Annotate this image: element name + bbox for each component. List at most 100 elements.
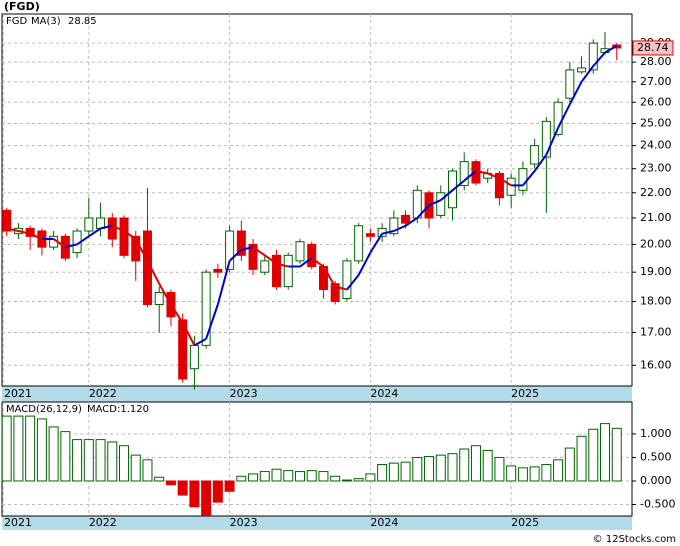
bar — [130, 454, 141, 482]
ma-line — [111, 224, 125, 232]
bar — [611, 427, 622, 482]
candle-body — [131, 235, 141, 262]
x-axis-band — [2, 516, 632, 530]
ma-line — [193, 337, 207, 347]
candle-body — [295, 241, 305, 262]
bar — [447, 453, 458, 482]
candle-body — [84, 217, 94, 232]
plot-frame — [1, 13, 633, 387]
candle-body — [213, 268, 223, 273]
ma-line — [545, 127, 560, 156]
y-tick-label: 22.00 — [640, 186, 672, 199]
candle-body — [201, 271, 211, 346]
bar — [294, 471, 305, 482]
bar — [470, 445, 481, 482]
bar — [119, 445, 130, 482]
candle-body — [577, 67, 587, 73]
candle-body — [459, 161, 469, 186]
ma-line — [381, 230, 395, 235]
bar — [353, 478, 364, 482]
ma-line — [299, 257, 313, 268]
ma-line — [416, 204, 430, 219]
ma-line — [216, 260, 231, 305]
bar — [306, 470, 317, 482]
y-tick-label: 0.500 — [640, 450, 672, 463]
x-tick-label: 2024 — [370, 387, 398, 400]
chart-title: (FGD) — [4, 0, 40, 13]
candle-body — [389, 217, 399, 235]
candle-body — [307, 243, 317, 268]
bar — [224, 480, 235, 492]
ma-line — [18, 230, 31, 235]
watermark: © 12Stocks.com — [593, 534, 676, 545]
legend-label: FGD — [6, 16, 28, 27]
ma-line — [76, 235, 90, 246]
y-tick-label: 20.00 — [640, 237, 672, 250]
bar — [435, 454, 446, 482]
candle-body — [518, 168, 528, 191]
bar — [506, 465, 517, 482]
ma-line — [557, 103, 571, 129]
bar — [330, 475, 341, 482]
bar — [259, 471, 270, 482]
bar — [283, 470, 294, 482]
bar — [459, 448, 470, 482]
candle-body — [119, 217, 129, 256]
bar — [365, 473, 376, 482]
bar — [201, 480, 212, 516]
candle-body — [330, 283, 340, 302]
y-tick-label: 28.00 — [640, 55, 672, 68]
ma-line — [264, 254, 278, 265]
candle-body — [107, 217, 117, 240]
candle-body — [530, 145, 540, 165]
bar — [177, 480, 188, 496]
ma-line — [311, 257, 325, 268]
bar — [576, 435, 587, 482]
x-tick-label: 2021 — [4, 516, 32, 529]
y-tick-label: 1.000 — [640, 427, 672, 440]
y-tick-label: 24.00 — [640, 139, 672, 152]
candle-body — [436, 192, 446, 216]
ma-line — [592, 51, 606, 67]
y-tick-label: 26.00 — [640, 95, 672, 108]
ma-line — [276, 262, 289, 268]
candle-body — [154, 292, 164, 305]
candle-body — [272, 254, 282, 288]
x-tick-label: 2021 — [4, 387, 32, 400]
bar — [494, 456, 505, 482]
bar — [13, 415, 24, 482]
candle-body — [178, 319, 188, 380]
candle-body — [401, 214, 411, 224]
ma-line — [428, 199, 442, 207]
bar — [412, 456, 423, 482]
bar — [142, 459, 153, 482]
y-tick-label: 17.00 — [640, 325, 672, 338]
candle-body — [283, 254, 293, 288]
bar — [517, 467, 528, 482]
bar — [600, 423, 611, 482]
y-tick-label: 0.000 — [640, 474, 672, 487]
ma-line — [170, 303, 184, 324]
ma-line — [405, 217, 418, 227]
candle-body — [365, 233, 375, 237]
bar — [318, 471, 329, 482]
ma-line — [369, 233, 383, 254]
candle-body — [506, 177, 516, 196]
ma-line — [123, 230, 137, 240]
candle-body — [494, 172, 504, 199]
bar — [236, 475, 247, 482]
ma-line — [134, 238, 149, 262]
ma-line — [252, 246, 266, 257]
ma-line — [241, 246, 254, 251]
y-tick-label: 21.00 — [640, 211, 672, 224]
bar — [588, 428, 599, 482]
ma-line — [65, 243, 78, 249]
ma-line — [6, 227, 19, 232]
bar — [271, 468, 282, 482]
bar — [248, 473, 259, 482]
ma-line — [322, 266, 337, 288]
y-tick-label: 19.00 — [640, 265, 672, 278]
legend-label: MA(3) — [31, 16, 61, 27]
ma-line — [228, 249, 243, 262]
ma-line — [29, 232, 43, 240]
